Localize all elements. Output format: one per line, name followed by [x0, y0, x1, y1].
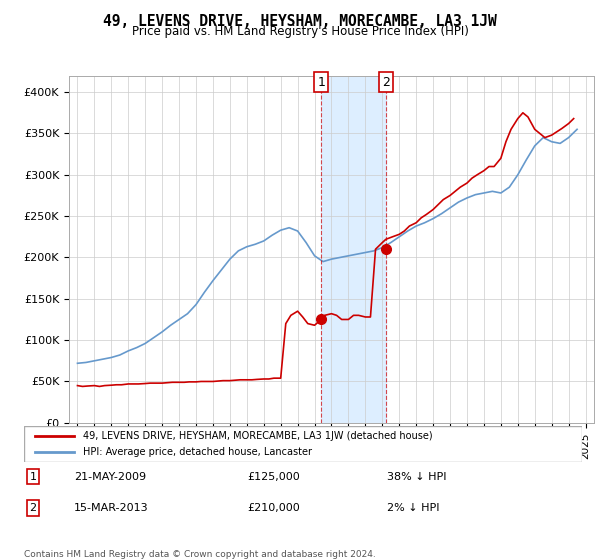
Text: 38% ↓ HPI: 38% ↓ HPI: [387, 472, 446, 482]
Text: £210,000: £210,000: [247, 503, 300, 513]
Text: 49, LEVENS DRIVE, HEYSHAM, MORECAMBE, LA3 1JW (detached house): 49, LEVENS DRIVE, HEYSHAM, MORECAMBE, LA…: [83, 431, 432, 441]
Text: 2% ↓ HPI: 2% ↓ HPI: [387, 503, 439, 513]
Text: Price paid vs. HM Land Registry's House Price Index (HPI): Price paid vs. HM Land Registry's House …: [131, 25, 469, 38]
Bar: [321, 76, 386, 423]
Text: £125,000: £125,000: [247, 472, 300, 482]
Text: 2: 2: [382, 76, 390, 88]
Text: 21-MAY-2009: 21-MAY-2009: [74, 472, 146, 482]
Text: 1: 1: [317, 76, 325, 88]
Text: 1: 1: [29, 472, 37, 482]
Text: 15-MAR-2013: 15-MAR-2013: [74, 503, 149, 513]
Text: Contains HM Land Registry data © Crown copyright and database right 2024.
This d: Contains HM Land Registry data © Crown c…: [24, 550, 376, 560]
Text: 49, LEVENS DRIVE, HEYSHAM, MORECAMBE, LA3 1JW: 49, LEVENS DRIVE, HEYSHAM, MORECAMBE, LA…: [103, 14, 497, 29]
Text: 2: 2: [29, 503, 37, 513]
Text: HPI: Average price, detached house, Lancaster: HPI: Average price, detached house, Lanc…: [83, 447, 311, 457]
FancyBboxPatch shape: [24, 426, 582, 462]
